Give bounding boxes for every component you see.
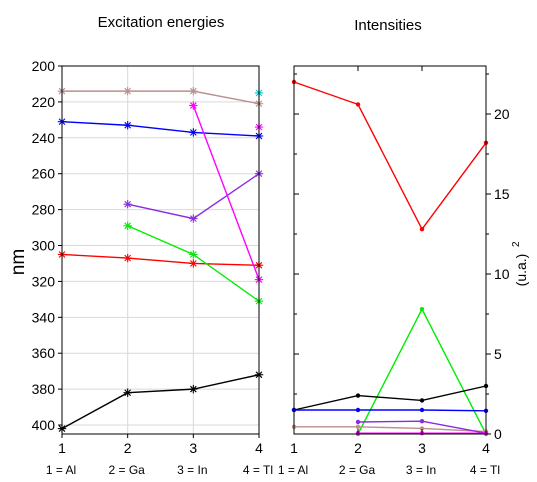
- series-right: [291, 79, 489, 437]
- data-point-1-1: [123, 121, 132, 130]
- data-point-1-1: [419, 307, 425, 312]
- data-point-2-2: [419, 398, 425, 403]
- category-label: 3 = In: [406, 463, 436, 477]
- data-point-4-1: [189, 214, 198, 223]
- series-left: [57, 86, 264, 433]
- chart-title-excitation: Excitation energies: [98, 14, 225, 31]
- marker-stroke: [124, 389, 131, 397]
- data-point-0-2: [419, 227, 425, 232]
- series-line-4: [294, 426, 487, 433]
- x-tick-label: 2: [124, 440, 132, 456]
- x-tick-label: 4: [482, 440, 490, 456]
- marker-stroke: [124, 222, 131, 230]
- y-axis-label-superscript: 2: [511, 241, 522, 247]
- y-ticks-left: 200 220 240 260 280 300 320 340 360 380 400: [32, 58, 62, 433]
- y-tick-label: 320: [32, 273, 56, 289]
- series-line-3: [294, 409, 487, 412]
- series-line-2: [61, 253, 260, 266]
- y-tick-label: 280: [32, 202, 56, 218]
- y-axis-label-nm: nm: [8, 249, 29, 275]
- marker-stroke: [124, 87, 131, 95]
- category-label: 4 = Tl: [243, 463, 273, 477]
- plot-frame-right: [293, 65, 487, 435]
- y-axis-label-units: (u.a.): [513, 254, 529, 287]
- data-point-3-2: [189, 384, 198, 394]
- y-tick-label: 10: [494, 266, 510, 282]
- category-label: 1 = Al: [278, 463, 308, 477]
- data-point-5-1: [419, 419, 425, 424]
- marker-stroke: [190, 385, 197, 393]
- data-point-4-0: [123, 200, 132, 209]
- data-point-0-2: [189, 86, 198, 96]
- y-tick-label: 360: [32, 345, 56, 361]
- marker-stroke: [190, 251, 197, 258]
- y-tick-label: 15: [494, 186, 510, 202]
- data-point-5-0: [123, 221, 132, 230]
- data-point-2-2: [189, 259, 198, 268]
- y-axis-label-intensity: (u.a.) 2: [511, 241, 529, 286]
- y-tick-label: 260: [32, 166, 56, 182]
- category-label: 2 = Ga: [339, 463, 376, 477]
- marker-stroke: [190, 87, 197, 95]
- excitation-energies-panel: Excitation energies nm 200 220 240 260 280 30…: [8, 14, 273, 477]
- series-line-2: [293, 385, 487, 411]
- data-point-3-1: [123, 388, 132, 397]
- y-tick-label: 0: [494, 426, 502, 442]
- marker-stroke: [124, 254, 131, 262]
- data-point-4-1: [355, 424, 361, 429]
- data-point-1-2: [189, 128, 198, 137]
- x-tick-label: 4: [255, 440, 263, 456]
- y-tick-label: 20: [494, 106, 510, 122]
- intensities-panel: Intensities (u.a.) 2 0 5 10 15 20 1 2 3 4 1 = A…: [278, 17, 529, 477]
- gridlines-left: [62, 65, 259, 434]
- y-tick-label: 5: [494, 346, 502, 362]
- y-ticks-right: 0 5 10 15 20: [294, 73, 510, 442]
- x-tick-label: 3: [418, 440, 426, 456]
- series-line-1: [357, 307, 487, 435]
- data-point-2-1: [355, 393, 361, 398]
- y-tick-label: 300: [32, 238, 56, 254]
- data-point-2-1: [123, 253, 132, 263]
- data-point-3-2: [419, 407, 425, 413]
- chart-title-intensities: Intensities: [354, 17, 422, 34]
- y-tick-label: 200: [32, 58, 56, 74]
- category-label: 3 = In: [177, 463, 207, 477]
- marker-stroke: [190, 102, 197, 109]
- series-line-6: [192, 105, 260, 280]
- x-ticks-right: 1 2 3 4: [290, 66, 490, 456]
- category-label: 2 = Ga: [108, 463, 145, 477]
- series-line-0: [293, 81, 487, 231]
- x-tick-label: 2: [354, 440, 362, 456]
- category-label: 1 = Al: [46, 463, 76, 477]
- plot-frame-left: [61, 65, 260, 435]
- series-line-0: [62, 90, 260, 105]
- x-ticks-left: 1 2 3 4: [58, 434, 263, 456]
- data-point-5-0: [355, 419, 361, 425]
- y-tick-label: 220: [32, 94, 56, 110]
- data-point-3-1: [355, 407, 361, 413]
- marker-stroke: [190, 215, 197, 222]
- y-tick-label: 240: [32, 130, 56, 146]
- marker-stroke: [124, 200, 131, 208]
- x-tick-label: 1: [58, 440, 66, 456]
- marker-stroke: [190, 129, 197, 136]
- data-point-6-0: [189, 101, 198, 110]
- y-tick-label: 340: [32, 309, 56, 325]
- x-tick-label: 3: [189, 440, 197, 456]
- category-labels-right: 1 = Al 2 = Ga 3 = In 4 = Tl: [278, 463, 500, 477]
- data-point-0-1: [123, 86, 132, 96]
- marker-stroke: [190, 260, 197, 267]
- marker-stroke: [124, 121, 131, 129]
- x-tick-label: 1: [290, 440, 298, 456]
- category-label: 4 = Tl: [470, 463, 500, 477]
- series-line-3: [61, 374, 260, 430]
- data-point-4-2: [419, 426, 425, 431]
- data-point-5-1: [189, 250, 198, 259]
- series-line-1: [61, 120, 260, 137]
- data-point-0-1: [355, 102, 361, 107]
- category-labels-left: 1 = Al 2 = Ga 3 = In 4 = Tl: [46, 463, 273, 477]
- y-tick-label: 400: [32, 417, 56, 433]
- y-tick-label: 380: [32, 381, 56, 397]
